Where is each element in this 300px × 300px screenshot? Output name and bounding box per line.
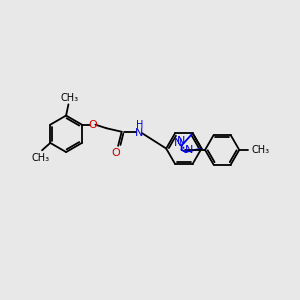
Text: N: N bbox=[135, 128, 143, 138]
Text: H: H bbox=[136, 120, 143, 130]
Text: CH₃: CH₃ bbox=[32, 153, 50, 163]
Text: N: N bbox=[174, 138, 182, 148]
Text: N: N bbox=[177, 136, 186, 146]
Text: CH₃: CH₃ bbox=[251, 145, 269, 155]
Text: O: O bbox=[111, 148, 120, 158]
Text: O: O bbox=[88, 120, 97, 130]
Text: CH₃: CH₃ bbox=[61, 93, 79, 103]
Text: N: N bbox=[185, 145, 193, 154]
